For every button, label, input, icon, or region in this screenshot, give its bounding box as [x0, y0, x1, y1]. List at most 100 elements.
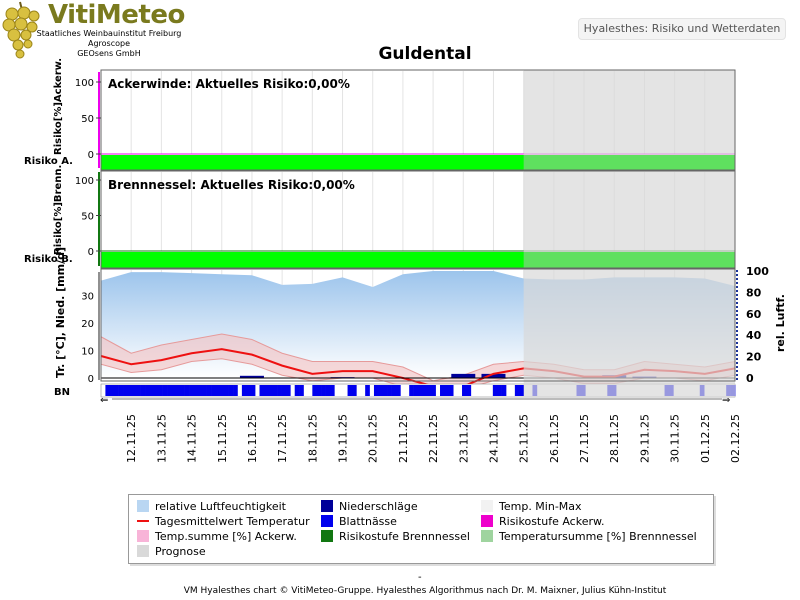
wetness-cell [462, 385, 467, 396]
wetness-cell [136, 385, 141, 396]
wetness-cell [241, 385, 247, 396]
temp-minmax-swatch-icon [481, 500, 493, 512]
wetness-cell [316, 385, 322, 396]
date-tick-label: 22.11.25 [427, 414, 440, 463]
date-tick-label: 25.11.25 [518, 414, 531, 463]
ackerw-tempsum-swatch-icon [137, 530, 149, 542]
wetness-cell [153, 385, 159, 396]
prognose-shading [523, 70, 735, 397]
wetness-cell [145, 385, 150, 396]
wetness-cell [329, 385, 335, 396]
y-tick-label-right: 100 [746, 265, 769, 278]
y-tick-label: 0 [88, 150, 94, 161]
org-line-1: Staatliches Weinbauinstitut Freiburg [36, 29, 182, 38]
date-tick-label: 30.11.25 [669, 414, 682, 463]
y-tick-label-right: 0 [746, 372, 754, 385]
wetness-cell [114, 385, 119, 396]
legend-item: Prognose [137, 545, 206, 559]
wetness-cell [105, 385, 111, 396]
brennnessel-y-label: Risiko[%]Brenn. [53, 165, 64, 255]
prognose-region [523, 171, 735, 252]
date-tick-label: 26.11.25 [548, 414, 561, 463]
wetness-cell [215, 385, 221, 396]
wetness-cell [294, 385, 300, 396]
y-tick-label-right: 40 [746, 329, 762, 342]
legend-item: Risikostufe Brennnessel [321, 530, 470, 544]
humidity-swatch-icon [137, 500, 149, 512]
wetness-cell [109, 385, 115, 396]
wetness-cell [127, 385, 133, 396]
wetness-cell [325, 385, 331, 396]
precip-bar [451, 373, 476, 378]
org-line-2: Agroscope [87, 39, 131, 48]
wetness-cell [233, 385, 238, 396]
precip-bar [481, 373, 506, 378]
wetness-cell [285, 385, 291, 396]
wetness-cell [175, 385, 181, 396]
prognose-region [523, 269, 735, 397]
wetness-cell [351, 385, 357, 396]
ackerwinde-y-label: Risiko[%]Ackerw. [53, 58, 64, 155]
y-tick-label: 20 [81, 319, 94, 330]
y-tick-label: 30 [81, 292, 94, 303]
date-tick-label: 15.11.25 [216, 414, 229, 463]
wetness-cell [409, 385, 414, 396]
wetness-cell [197, 385, 203, 396]
legend: relative Luftfeuchtigkeit Niederschläge … [128, 494, 714, 564]
wetness-cell [299, 385, 304, 396]
wetness-cell [347, 385, 353, 396]
wetness-cell [395, 385, 401, 396]
wetness-cell [365, 385, 370, 396]
wetness-cell [268, 385, 274, 396]
wetness-cell [123, 385, 128, 396]
wetness-cell [180, 385, 185, 396]
wetness-cell [259, 385, 265, 396]
chart-type-badge: Hyalesthes: Risiko und Wetterdaten [578, 18, 786, 40]
date-tick-label: 14.11.25 [186, 414, 199, 463]
y-tick-label: 50 [81, 114, 94, 125]
y-tick-label: 50 [81, 212, 94, 223]
y-tick-label: 0 [88, 247, 94, 258]
date-tick-label: 24.11.25 [487, 414, 500, 463]
weather-right-y-label: rel. Luftf. [774, 294, 787, 352]
wetness-cell [250, 385, 256, 396]
date-tick-label: 28.11.25 [608, 414, 621, 463]
wetness-cell [277, 385, 282, 396]
y-tick-label: 10 [81, 347, 94, 358]
axis-tick-labels: 0 50 100 0 50 100 0 10 20 30 0 20 40 60 80 100 [75, 78, 769, 385]
date-tick-label: 01.12.25 [699, 414, 712, 463]
legend-item: relative Luftfeuchtigkeit [137, 500, 286, 514]
wetness-cell [281, 385, 287, 396]
precip-swatch-icon [321, 500, 333, 512]
weather-frame [100, 268, 736, 382]
date-tick-label: 19.11.25 [337, 414, 350, 463]
weather-left-y-label: Tr. [°C], Nied. [mm/d] [54, 247, 67, 378]
wetness-cell [321, 385, 326, 396]
legend-item: Temp.summe [%] Ackerw. [137, 530, 297, 544]
wetness-cell [378, 385, 384, 396]
wetness-cell [158, 385, 163, 396]
date-tick-label: 17.11.25 [276, 414, 289, 463]
date-tick-label: 02.12.25 [729, 414, 742, 463]
wetness-cell [131, 385, 137, 396]
y-tick-label-right: 60 [746, 308, 762, 321]
brenn-tempsum-swatch-icon [481, 530, 493, 542]
wetness-cell [382, 385, 388, 396]
date-tick-label: 18.11.25 [306, 414, 319, 463]
temp-mean-swatch-icon [137, 520, 149, 522]
wetness-cell [431, 385, 436, 396]
legend-item: Risikostufe Ackerw. [481, 515, 604, 529]
y-tick-label-right: 80 [746, 286, 762, 299]
scroll-right-handle[interactable]: ⇒ [722, 395, 730, 406]
legend-item: Niederschläge [321, 500, 418, 514]
date-tick-label: 12.11.25 [125, 414, 138, 463]
footer-mark: - [418, 572, 422, 583]
legend-item: Temperatursumme [%] Brennnessel [481, 530, 697, 544]
wetness-cell [167, 385, 172, 396]
ackerwinde-frame [100, 69, 736, 171]
brennnessel-risk-band-prognose [523, 252, 735, 268]
wetness-cell [193, 385, 199, 396]
scroll-left-handle[interactable]: ⇐ [100, 395, 108, 406]
brennnessel-panel-title: Brennnessel: Aktuelles Risiko:0,00% [108, 178, 355, 192]
wetness-cell [224, 385, 229, 396]
